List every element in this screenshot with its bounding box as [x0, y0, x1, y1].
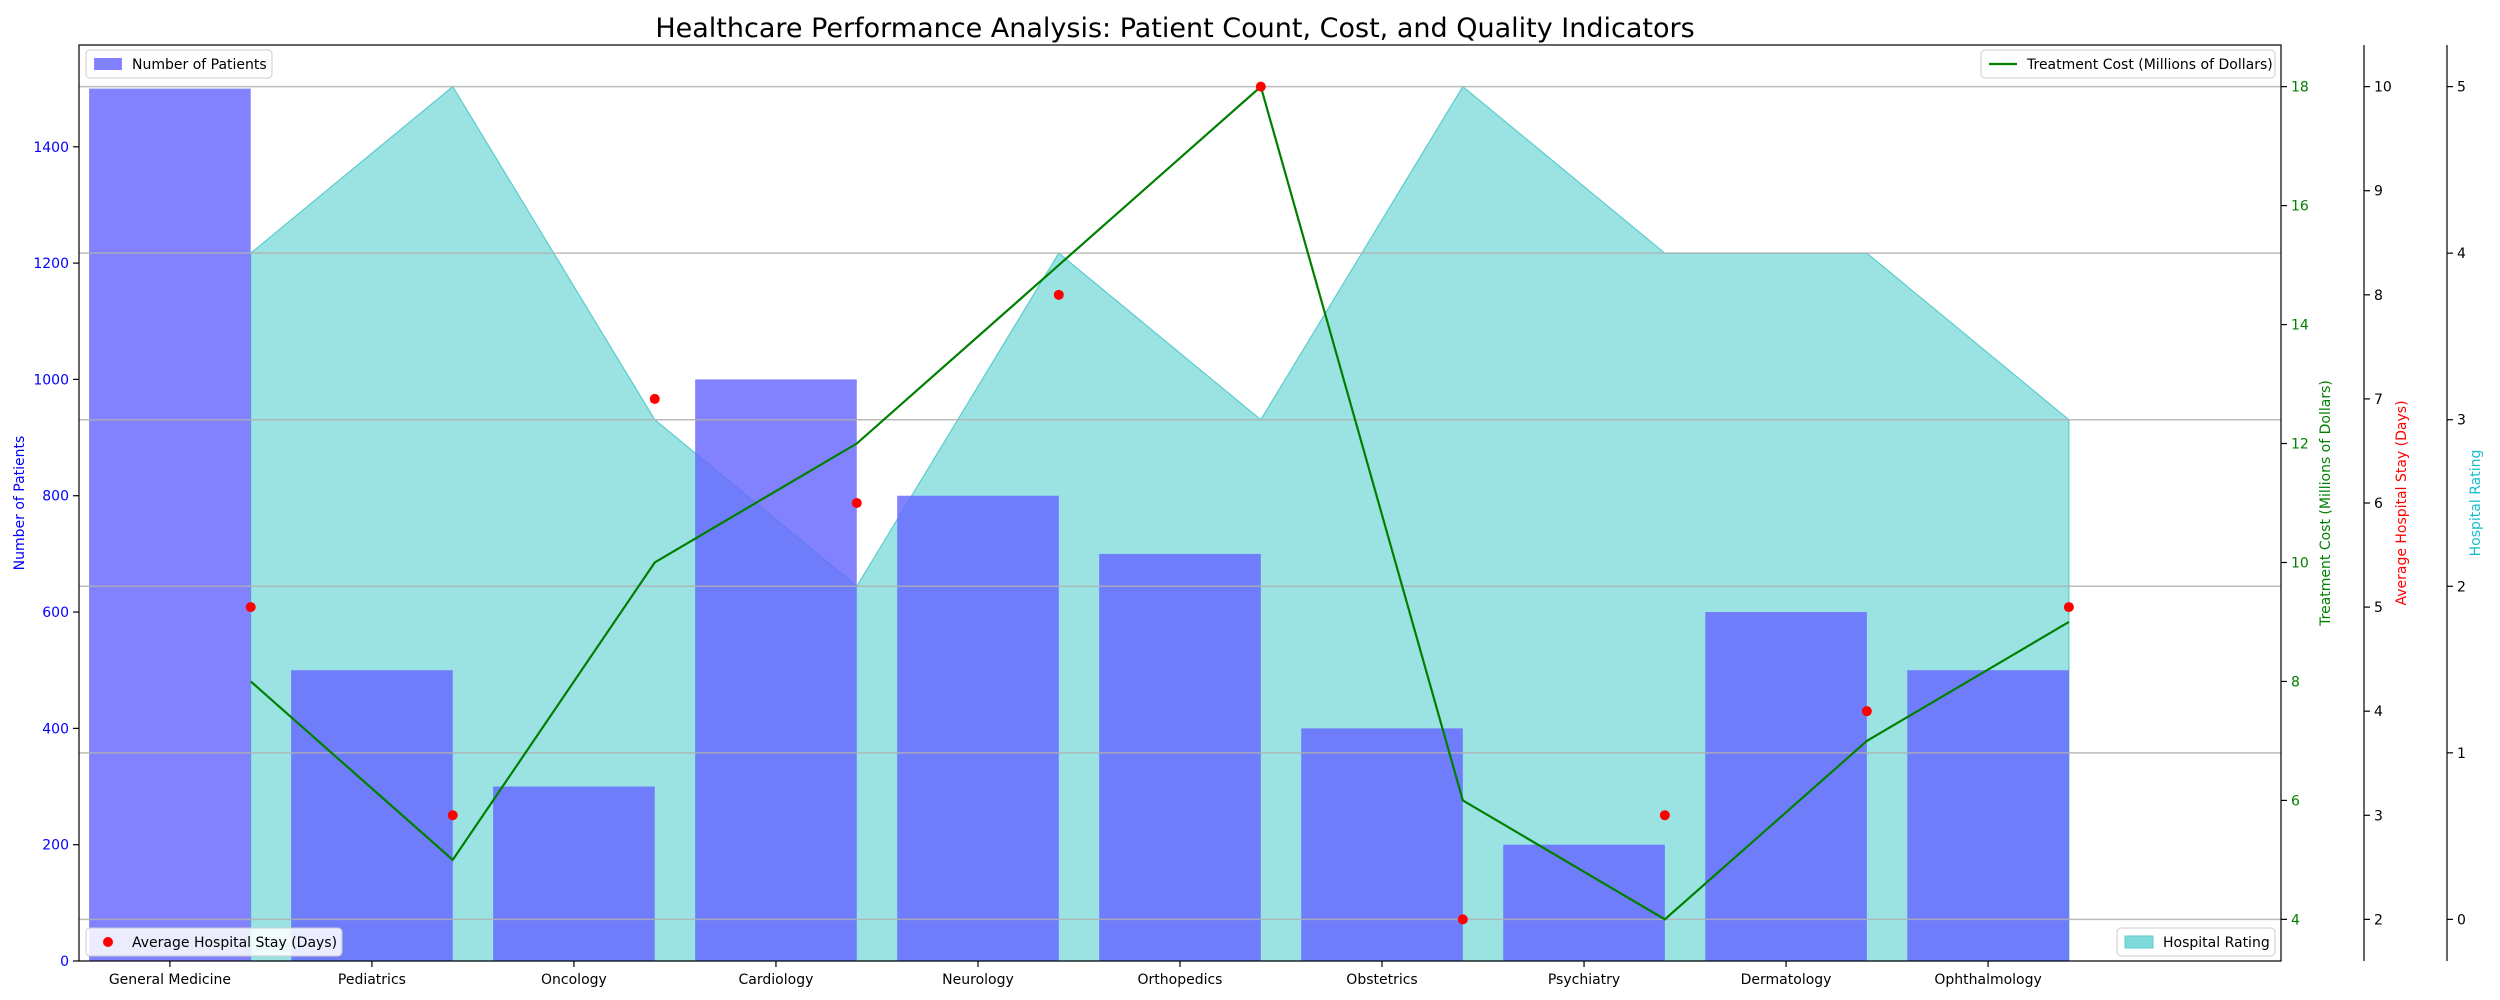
bar-orthopedics — [1099, 553, 1261, 961]
treatment-cost-line — [249, 84, 2070, 921]
rating-tick-label: 1 — [2457, 746, 2466, 762]
legend-stay: Average Hospital Stay (Days) — [85, 927, 343, 957]
stay-axis-label: Average Hospital Stay (Days) — [2394, 400, 2410, 605]
x-tick-label: Psychiatry — [1548, 972, 1620, 988]
cost-tick-label: 18 — [2291, 80, 2309, 96]
bar-obstetrics — [1301, 728, 1463, 961]
patients-axis-label: Number of Patients — [12, 436, 28, 571]
stay-tick-label: 8 — [2374, 288, 2383, 304]
stay-point — [1255, 81, 1266, 92]
stay-point — [1659, 810, 1670, 821]
patients-tick-label: 1000 — [33, 372, 69, 388]
patients-tick-label: 400 — [42, 721, 69, 737]
stay-tick-label: 3 — [2374, 808, 2383, 824]
bar-cardiology — [695, 379, 857, 961]
stay-point — [851, 498, 862, 508]
legend-box — [1980, 49, 2276, 79]
bar-psychiatry — [1503, 844, 1665, 961]
stay-point — [649, 393, 660, 404]
x-tick-label: Orthopedics — [1138, 972, 1223, 988]
rating-axis-label: Hospital Rating — [2468, 450, 2484, 557]
x-tick-label: Dermatology — [1741, 972, 1832, 988]
legend-label: Treatment Cost (Millions of Dollars) — [2026, 57, 2273, 73]
bar-general-medicine — [89, 88, 251, 962]
legend-swatch — [103, 937, 113, 947]
stay-point — [2063, 602, 2074, 613]
stay-tick-label: 2 — [2374, 912, 2383, 928]
x-tick-label: Pediatrics — [338, 972, 406, 988]
patients-tick-label: 800 — [42, 489, 69, 505]
cost-tick-label: 16 — [2291, 199, 2309, 215]
hospital-stay-points — [245, 81, 2074, 925]
stay-tick-label: 10 — [2374, 80, 2392, 96]
patients-tick-label: 1400 — [33, 140, 69, 156]
legend-swatch — [94, 58, 122, 70]
legend-label: Average Hospital Stay (Days) — [132, 935, 337, 951]
cost-line — [249, 84, 2070, 921]
bar-ophthalmology — [1907, 670, 2069, 961]
x-tick-label: Ophthalmology — [1934, 972, 2041, 988]
rating-tick-label: 5 — [2457, 80, 2466, 96]
stay-tick-label: 5 — [2374, 600, 2383, 616]
cost-tick-label: 10 — [2291, 555, 2309, 571]
x-tick-label: Oncology — [541, 972, 607, 988]
rating-tick-label: 0 — [2457, 912, 2466, 928]
grid — [79, 85, 2281, 921]
legend-box — [85, 49, 273, 79]
bar-neurology — [897, 495, 1059, 961]
rating-tick-label: 2 — [2457, 579, 2466, 595]
stay-point — [245, 602, 256, 613]
rating-tick-label: 3 — [2457, 413, 2466, 429]
patients-tick-label: 600 — [42, 605, 69, 621]
legend-cost: Treatment Cost (Millions of Dollars) — [1980, 49, 2276, 79]
patients-tick-label: 0 — [60, 954, 69, 970]
stay-tick-label: 6 — [2374, 496, 2383, 512]
stay-point — [1053, 289, 1064, 300]
bar-oncology — [493, 786, 655, 961]
bar-dermatology — [1705, 612, 1867, 961]
stay-point — [1457, 914, 1468, 925]
legend-patients: Number of Patients — [85, 49, 273, 79]
cost-tick-label: 8 — [2291, 674, 2300, 690]
legend-swatch — [2124, 935, 2154, 949]
legend-box — [2116, 927, 2276, 957]
x-tick-label: Neurology — [942, 972, 1014, 988]
stay-tick-label: 4 — [2374, 704, 2383, 720]
x-tick-label: Cardiology — [739, 972, 814, 988]
stay-tick-label: 7 — [2374, 392, 2383, 408]
patients-bars — [89, 88, 2069, 962]
patients-tick-label: 1200 — [33, 256, 69, 272]
x-tick-label: Obstetrics — [1346, 972, 1417, 988]
chart-title: Healthcare Performance Analysis: Patient… — [655, 13, 1694, 44]
legends: Number of Patients Treatment Cost (Millio… — [85, 49, 2276, 957]
patients-tick-label: 200 — [42, 838, 69, 854]
stay-point — [1861, 706, 1872, 717]
legend-label: Hospital Rating — [2163, 935, 2270, 951]
cost-axis-label: Treatment Cost (Millions of Dollars) — [2318, 380, 2334, 627]
stay-point — [447, 810, 458, 821]
legend-box — [85, 927, 343, 957]
cost-tick-label: 6 — [2291, 793, 2300, 809]
legend-rating: Hospital Rating — [2116, 927, 2276, 957]
legend-label: Number of Patients — [132, 57, 267, 73]
rating-tick-label: 4 — [2457, 246, 2466, 262]
cost-tick-label: 14 — [2291, 318, 2309, 334]
bar-pediatrics — [291, 670, 453, 961]
x-tick-label: General Medicine — [109, 972, 231, 988]
stay-tick-label: 9 — [2374, 184, 2383, 200]
axes: 0 200 400 600 800 1000 1200 1400 Number of Patie… — [12, 45, 2484, 988]
cost-tick-label: 12 — [2291, 437, 2309, 453]
cost-tick-label: 4 — [2291, 912, 2300, 928]
